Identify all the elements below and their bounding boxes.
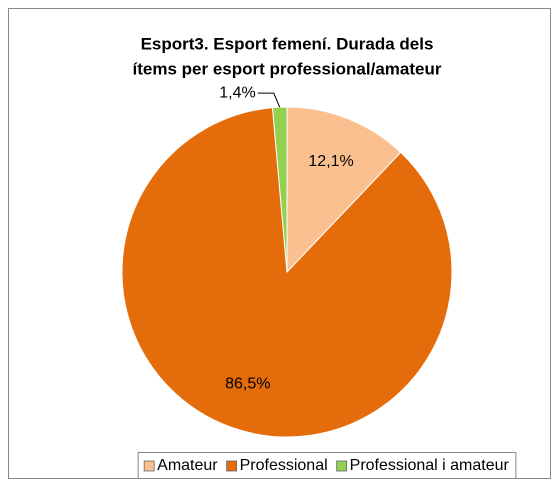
data-label: 1,4%: [219, 84, 255, 101]
legend-label: Professional i amateur: [350, 457, 510, 474]
pie-slice: [286, 106, 402, 274]
legend-label: Amateur: [157, 457, 218, 474]
data-label: 12,1%: [308, 153, 353, 170]
legend-swatch: [143, 460, 155, 472]
leader-line: [257, 92, 281, 108]
legend-box: [137, 452, 517, 479]
legend-swatch: [336, 460, 348, 472]
legend: Amateur Professional Professional i amateu…: [137, 452, 517, 479]
data-label: 86,5%: [225, 375, 270, 392]
pie: 12,1% 86,5% 1,4%: [121, 84, 453, 438]
pie-slice: [121, 107, 453, 438]
chart-title: ítems per esport professional/amateur: [133, 59, 442, 78]
pie-slice: [271, 106, 288, 273]
legend-swatch: [226, 460, 238, 472]
chart-title: Esport3. Esport femení. Durada dels: [141, 34, 434, 53]
legend-label: Professional: [240, 457, 328, 474]
